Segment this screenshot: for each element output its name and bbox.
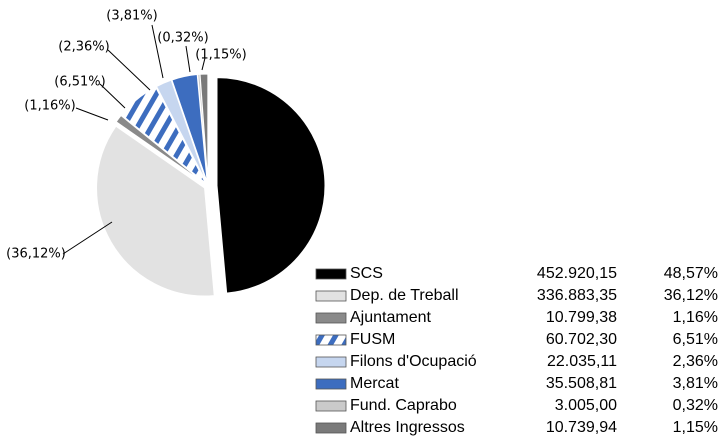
leader-line	[151, 24, 164, 79]
legend-swatch	[315, 422, 347, 434]
legend-amount: 35.508,81	[546, 375, 617, 392]
legend-amount: 10.739,94	[546, 419, 617, 436]
legend-percent: 48,57%	[664, 265, 718, 282]
leader-line	[62, 221, 113, 255]
legend-amount: 452.920,15	[537, 265, 617, 282]
leader-line	[185, 45, 191, 73]
slice-label: (36,12%)	[6, 247, 66, 262]
legend-label: Mercat	[350, 375, 399, 392]
slice-label: (3,81%)	[106, 9, 157, 24]
slice-label: (2,36%)	[58, 40, 109, 55]
legend-percent: 1,15%	[673, 419, 718, 436]
legend-swatch	[315, 356, 347, 368]
legend-label: Altres Ingressos	[350, 419, 465, 436]
leader-line	[75, 107, 109, 121]
legend-label: Dep. de Treball	[350, 287, 459, 304]
slice-label: (48,57%)	[241, 169, 307, 184]
slice-label: (6,51%)	[54, 75, 105, 90]
legend-percent: 36,12%	[664, 287, 718, 304]
legend-percent: 6,51%	[673, 331, 718, 348]
leader-line	[99, 83, 126, 109]
legend-amount: 22.035,11	[547, 353, 617, 370]
legend-amount: 10.799,38	[546, 309, 617, 326]
legend-swatch	[315, 290, 347, 302]
pie-slice	[120, 86, 206, 184]
slice-label: (1,15%)	[195, 48, 246, 63]
pie-slice	[216, 77, 326, 294]
slice-label: (0,32%)	[157, 31, 208, 46]
legend-swatch	[315, 400, 347, 412]
legend-amount: 3.005,00	[555, 397, 617, 414]
legend-amount: 336.883,35	[537, 287, 617, 304]
legend-label: Filons d'Ocupació	[350, 353, 477, 370]
legend-percent: 2,36%	[673, 353, 718, 370]
pie-slice	[171, 74, 208, 183]
legend-label: Ajuntament	[350, 309, 431, 326]
legend-label: Fund. Caprabo	[350, 397, 457, 414]
legend-percent: 1,16%	[673, 309, 718, 326]
slice-label: (1,16%)	[24, 99, 75, 114]
pie-slice	[96, 125, 215, 297]
legend-swatch	[315, 334, 347, 346]
legend-swatch	[315, 312, 347, 324]
legend-amount: 60.702,30	[546, 331, 617, 348]
legend-swatch	[315, 268, 347, 280]
legend-swatch	[315, 378, 347, 390]
pie-slice	[155, 79, 207, 183]
pie-slice	[115, 114, 206, 185]
legend-percent: 0,32%	[673, 397, 718, 414]
legend-label: SCS	[350, 265, 383, 282]
leader-line	[201, 57, 206, 71]
legend-percent: 3,81%	[673, 375, 718, 392]
pie-slice	[199, 73, 209, 183]
legend-label: FUSM	[350, 331, 395, 348]
leader-line	[107, 49, 151, 91]
